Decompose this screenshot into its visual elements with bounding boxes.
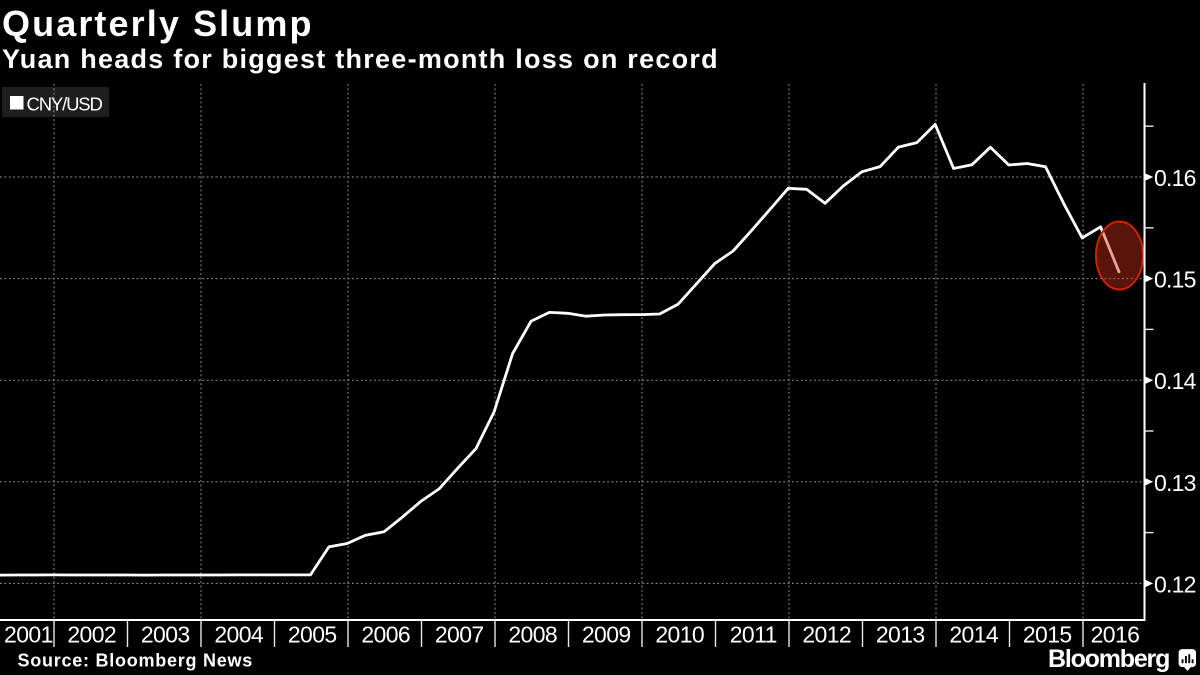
svg-text:Source: Bloomberg News: Source: Bloomberg News	[18, 651, 254, 671]
svg-text:0.16: 0.16	[1154, 165, 1196, 191]
svg-text:2002: 2002	[67, 622, 116, 648]
svg-text:2010: 2010	[655, 622, 704, 648]
svg-text:2003: 2003	[141, 622, 190, 648]
svg-text:2013: 2013	[876, 622, 925, 648]
svg-text:2014: 2014	[949, 622, 999, 648]
svg-text:2007: 2007	[435, 622, 484, 648]
svg-text:2015: 2015	[1023, 622, 1072, 648]
svg-text:2001: 2001	[4, 622, 53, 648]
svg-text:2004: 2004	[214, 622, 264, 648]
svg-text:0.13: 0.13	[1154, 470, 1196, 496]
svg-text:0.15: 0.15	[1154, 267, 1196, 293]
svg-text:2008: 2008	[508, 622, 557, 648]
svg-text:2011: 2011	[730, 622, 777, 648]
svg-text:0.14: 0.14	[1154, 368, 1197, 394]
svg-text:2012: 2012	[802, 622, 851, 648]
svg-text:2005: 2005	[288, 622, 337, 648]
svg-text:2009: 2009	[582, 622, 631, 648]
svg-text:2006: 2006	[361, 622, 410, 648]
svg-text:Bloomberg: Bloomberg	[1048, 645, 1169, 673]
svg-text:2016: 2016	[1091, 622, 1140, 648]
svg-text:CNY/USD: CNY/USD	[27, 94, 103, 115]
svg-text:0.12: 0.12	[1154, 571, 1196, 597]
